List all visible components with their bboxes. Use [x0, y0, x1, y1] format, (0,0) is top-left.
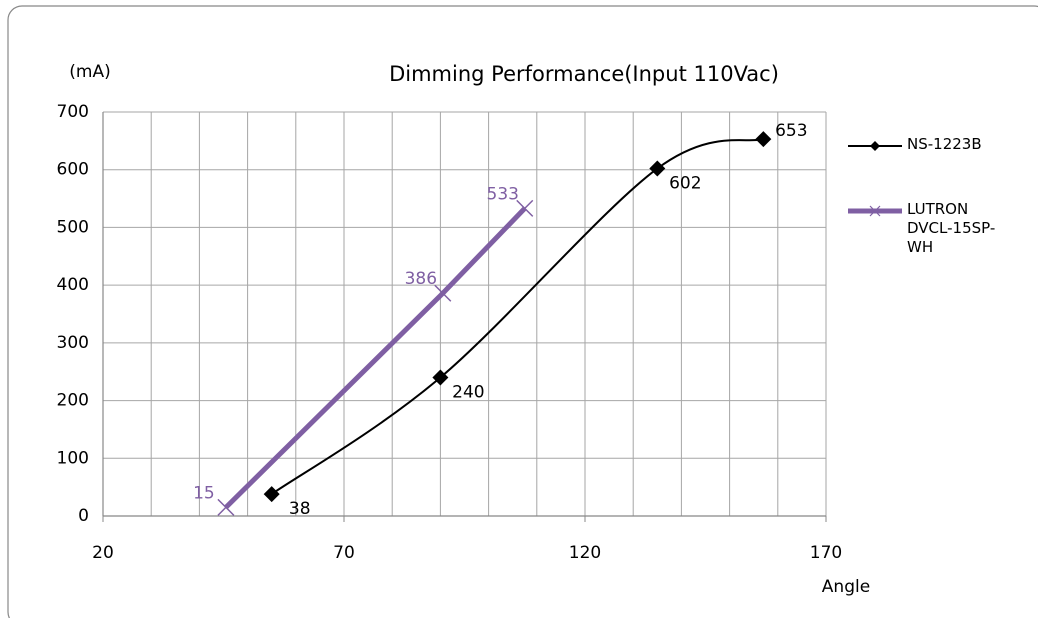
y-tick-label: 200	[57, 391, 89, 411]
y-tick-label: 0	[78, 506, 89, 526]
point	[516, 199, 534, 217]
data-label: 653	[775, 121, 807, 141]
x-tick-label: 70	[333, 543, 355, 563]
legend-marker	[870, 141, 880, 151]
series-line	[271, 138, 764, 495]
point	[217, 498, 235, 516]
data-label: 602	[669, 174, 701, 194]
y-tick-label: 400	[57, 275, 89, 295]
data-label: 386	[405, 269, 437, 289]
y-tick-label: 100	[57, 448, 89, 468]
y-tick-label: 300	[57, 333, 89, 353]
x-tick-label: 120	[569, 543, 601, 563]
point	[434, 284, 452, 302]
point	[755, 131, 772, 148]
data-label: 15	[193, 483, 215, 503]
y-tick-label: 600	[57, 160, 89, 180]
point	[432, 369, 449, 386]
data-label: 38	[289, 499, 311, 519]
x-axis-label: Angle	[822, 577, 870, 597]
chart-title: Dimming Performance(Input 110Vac)	[389, 62, 779, 86]
y-tick-label: 700	[57, 102, 89, 122]
chart-frame	[7, 5, 1038, 618]
point	[649, 160, 666, 177]
legend-marker	[869, 205, 881, 217]
y-tick-label: 500	[57, 217, 89, 237]
x-tick-label: 170	[810, 543, 842, 563]
legend-label: NS-1223B	[907, 135, 982, 153]
data-label: 240	[452, 382, 484, 402]
y-axis-label: (mA)	[69, 62, 110, 82]
point	[263, 486, 280, 503]
legend-label: LUTRON DVCL-15SP-WH	[907, 200, 996, 256]
data-label: 533	[487, 184, 519, 204]
x-tick-label: 20	[92, 543, 114, 563]
